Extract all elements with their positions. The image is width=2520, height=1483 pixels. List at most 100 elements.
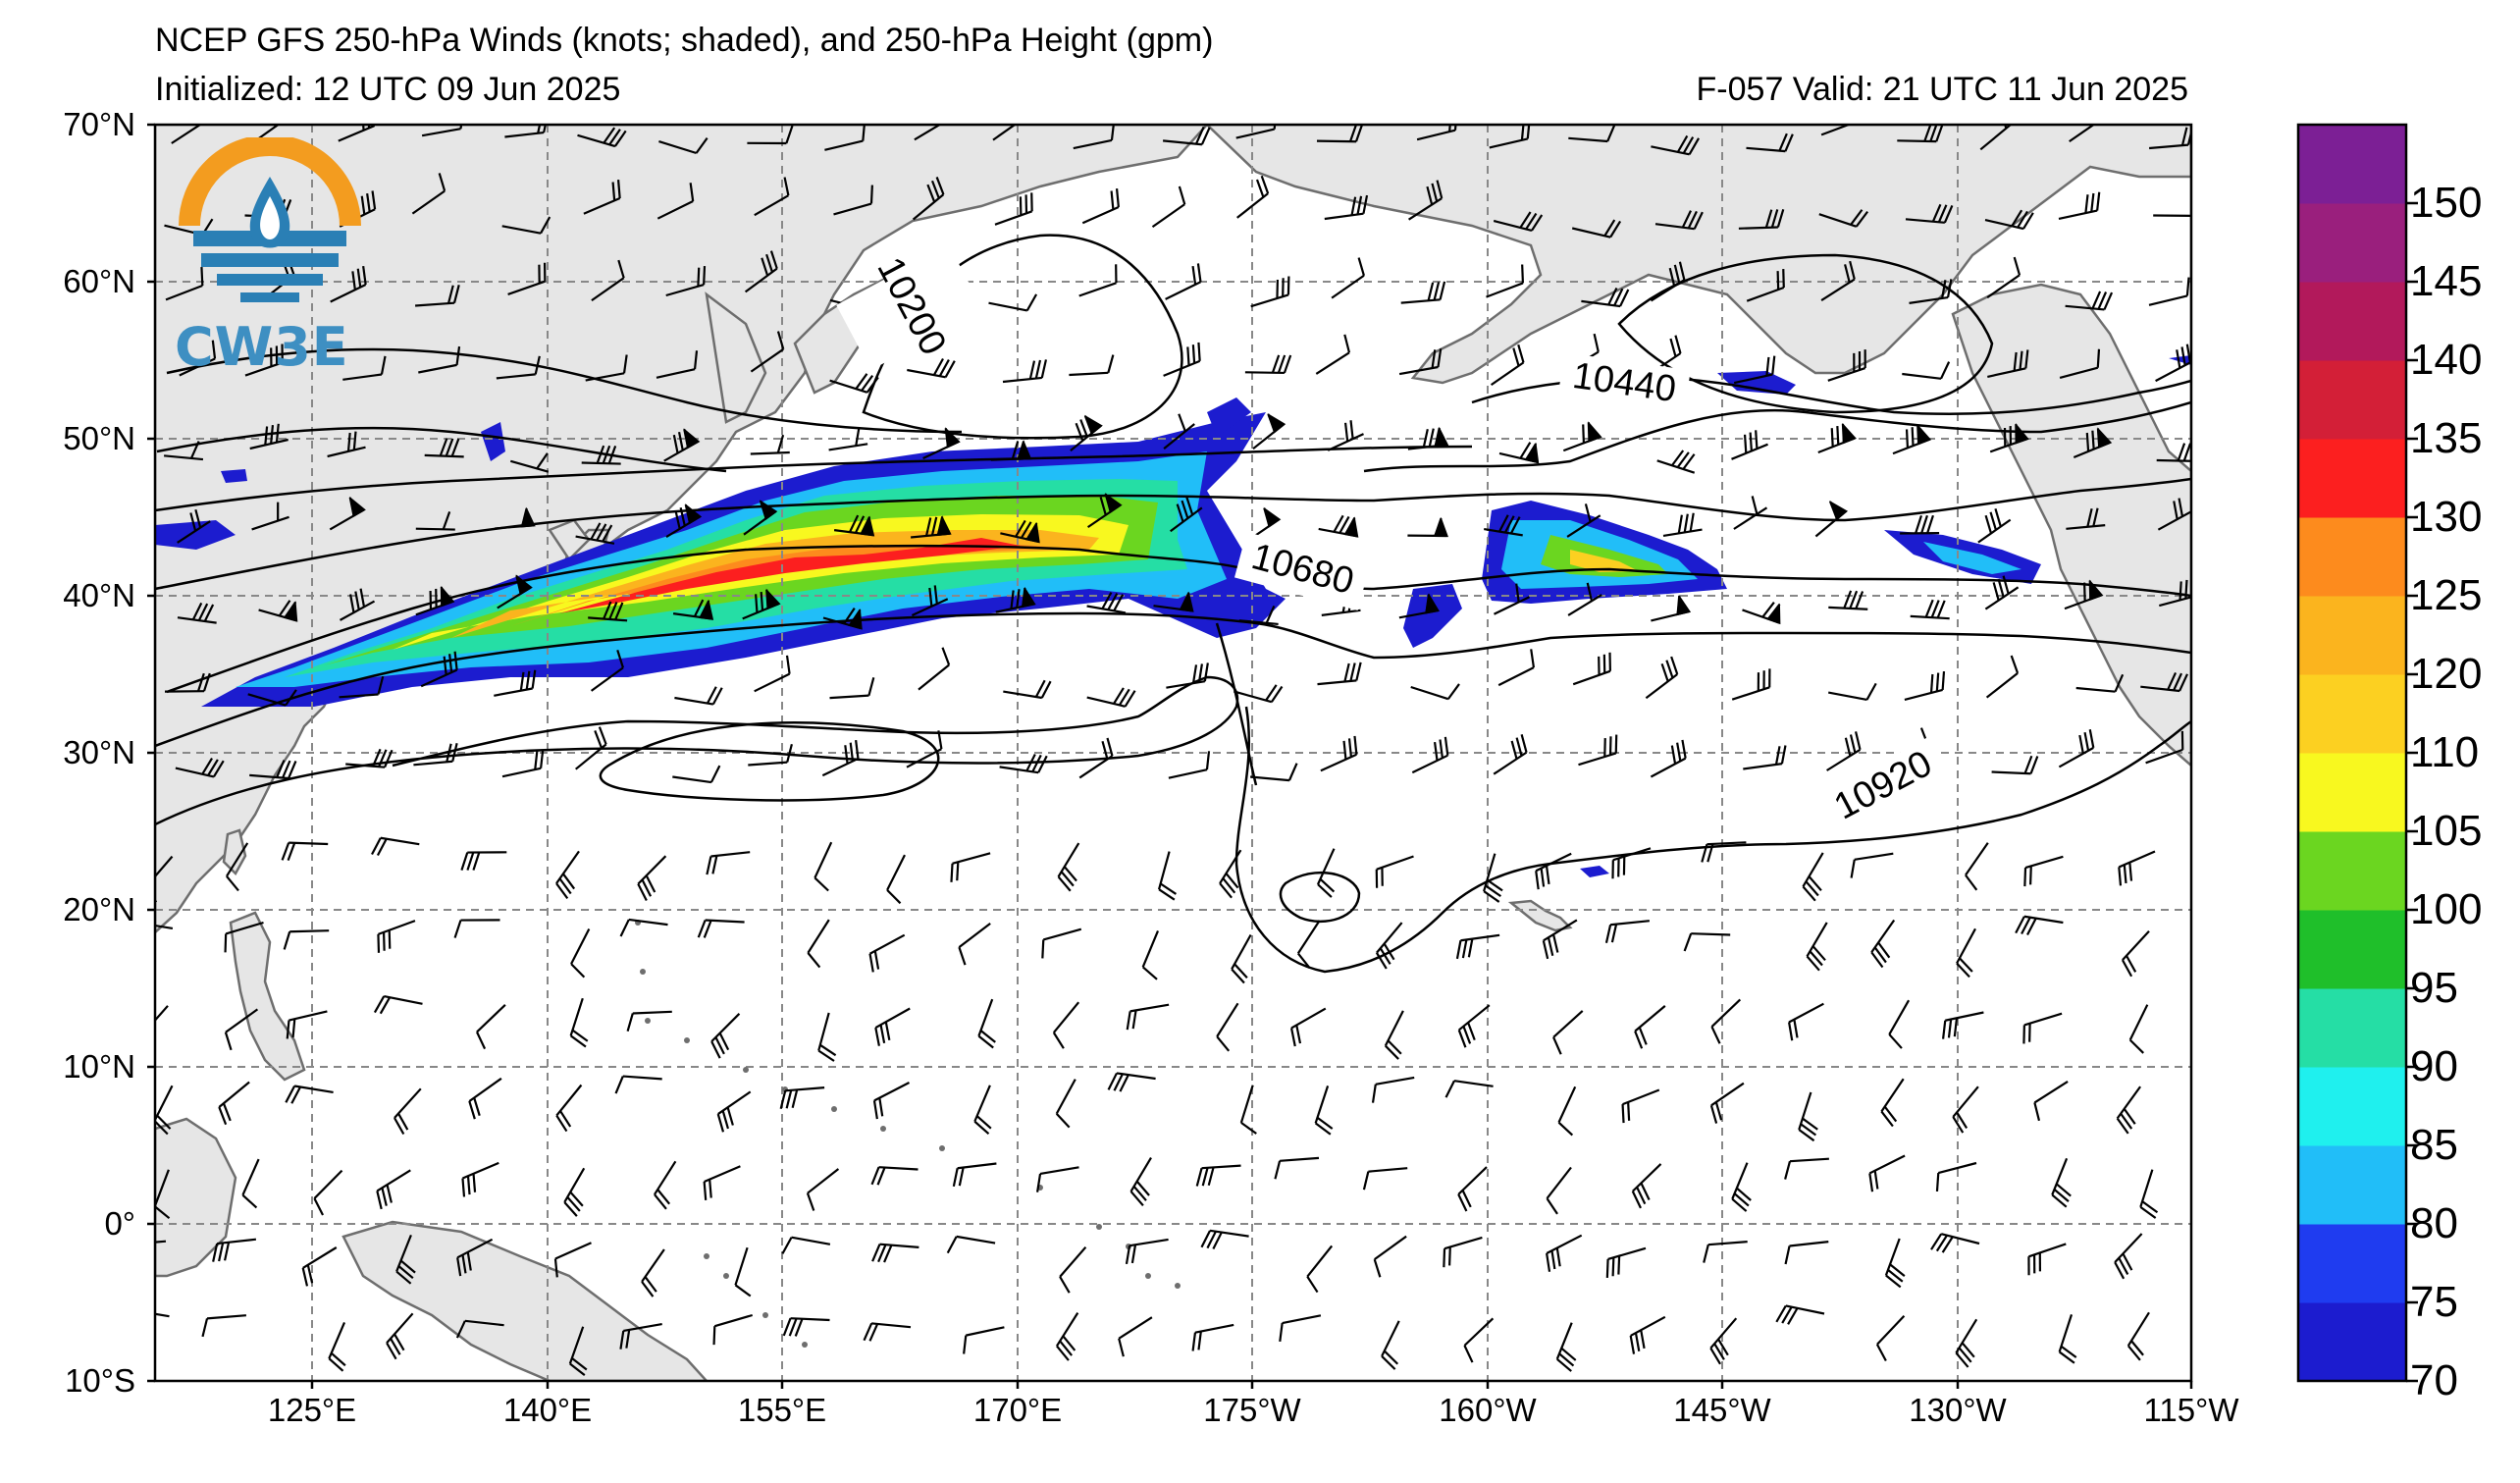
wind-barb <box>1239 1085 1257 1135</box>
wind-barb <box>1086 592 1127 614</box>
colorbar-tick-label: 130 <box>2410 493 2483 541</box>
wind-barb <box>241 1158 260 1209</box>
wind-barb <box>1216 1002 1239 1052</box>
wind-barb <box>734 1246 752 1298</box>
wind-barb <box>779 1086 825 1109</box>
wind-barb <box>1784 1241 1829 1265</box>
shade-west-1 <box>481 422 505 461</box>
wind-barb <box>1041 927 1082 959</box>
wind-barb <box>1787 1002 1824 1041</box>
wind-barb <box>1880 1078 1905 1128</box>
wind-barb <box>2126 1311 2150 1361</box>
wind-barb <box>1318 514 1359 538</box>
wind-barb <box>619 918 668 937</box>
wind-barb <box>345 748 394 768</box>
wind-barb <box>754 655 791 693</box>
wind-barb <box>1400 281 1446 304</box>
wind-barb <box>1535 852 1572 890</box>
lat-label-60n: 60°N <box>63 263 135 299</box>
shade-east-4 <box>1403 584 1462 648</box>
wind-barb <box>914 125 949 141</box>
wind-barb <box>1497 649 1536 687</box>
wind-barb <box>1952 1086 1979 1134</box>
wind-barb <box>782 1317 830 1337</box>
wind-barb <box>1578 734 1618 767</box>
wind-barb <box>922 427 961 459</box>
wind-barb <box>1289 1007 1327 1047</box>
lon-label-130w: 130°W <box>1909 1392 2007 1428</box>
wind-barb <box>2058 191 2101 220</box>
wind-barb <box>1542 919 1578 960</box>
wind-barb <box>672 765 721 784</box>
wind-barb <box>906 730 943 768</box>
wind-barb <box>1826 731 1862 771</box>
wind-barb <box>1784 1157 1829 1180</box>
wind-barb <box>1806 922 1828 972</box>
wind-barb <box>1875 1314 1906 1362</box>
wind-barb <box>1984 575 2020 610</box>
wind-barb <box>1562 421 1602 452</box>
wind-barb <box>1463 1317 1495 1363</box>
wind-barb <box>1820 260 1856 302</box>
shade-east-1d <box>1570 550 1639 572</box>
wind-barb <box>656 183 695 220</box>
wind-barb <box>2140 672 2188 693</box>
wind-barb <box>1371 1076 1415 1103</box>
wind-barb <box>2058 729 2095 768</box>
wind-barb <box>1775 1304 1825 1325</box>
wind-barb <box>2051 1157 2072 1208</box>
wind-barb <box>212 1238 257 1262</box>
wind-barb <box>1905 203 1954 224</box>
wind-barb <box>386 1312 414 1360</box>
wind-barb <box>1956 927 1976 979</box>
wind-barb <box>575 726 607 770</box>
wind-barb <box>575 522 615 545</box>
wind-barb <box>2118 850 2156 886</box>
wind-barb <box>179 340 217 377</box>
wind-barb <box>744 250 778 293</box>
land-alaska <box>1205 125 2191 385</box>
wind-barb <box>747 125 794 145</box>
wind-barb <box>614 1075 662 1094</box>
shade-west-2 <box>155 520 236 550</box>
cw3e-logo <box>179 137 361 302</box>
wind-barb <box>177 602 217 624</box>
wind-barb <box>1314 1086 1334 1136</box>
wind-barb <box>330 266 367 303</box>
wind-barb <box>1955 1318 1978 1368</box>
wind-barb <box>911 585 949 616</box>
wind-barb <box>1381 1320 1400 1370</box>
wind-barb <box>626 1010 672 1033</box>
wind-barb <box>1572 652 1611 686</box>
wind-barb <box>1827 682 1877 702</box>
wind-barb <box>1486 264 1525 298</box>
wind-barb <box>175 758 225 778</box>
wind-barb <box>1362 1167 1408 1191</box>
wind-barb <box>1373 1235 1407 1278</box>
wind-barb <box>1814 501 1849 538</box>
wind-barb <box>1581 287 1630 308</box>
lat-label-20n: 20°N <box>63 891 135 927</box>
wind-barb <box>1457 1004 1491 1048</box>
wind-barb <box>1069 354 1115 377</box>
wind-barb <box>424 438 464 458</box>
wind-barb <box>663 428 701 462</box>
wind-barb <box>654 1160 677 1210</box>
wind-barb <box>394 1087 422 1136</box>
wind-barb <box>1818 209 1869 228</box>
shade-east-2b <box>1923 542 2021 574</box>
map-title: NCEP GFS 250-hPa Winds (knots; shaded), … <box>155 22 1214 59</box>
wind-barb <box>1546 1234 1583 1272</box>
wind-barb <box>821 739 860 777</box>
wind-barb <box>1850 852 1894 878</box>
wind-barb <box>2023 855 2064 887</box>
colorbar-tick-label: 80 <box>2410 1199 2458 1247</box>
wind-barb <box>2033 1080 2069 1122</box>
wind-barb <box>1493 211 1544 233</box>
wind-barb <box>716 1090 752 1133</box>
wind-barb <box>863 1322 912 1342</box>
wind-barb <box>1484 514 1523 537</box>
wind-barb <box>1827 349 1866 382</box>
contour-10440 <box>1363 400 2191 473</box>
wind-barb <box>1315 334 1351 375</box>
